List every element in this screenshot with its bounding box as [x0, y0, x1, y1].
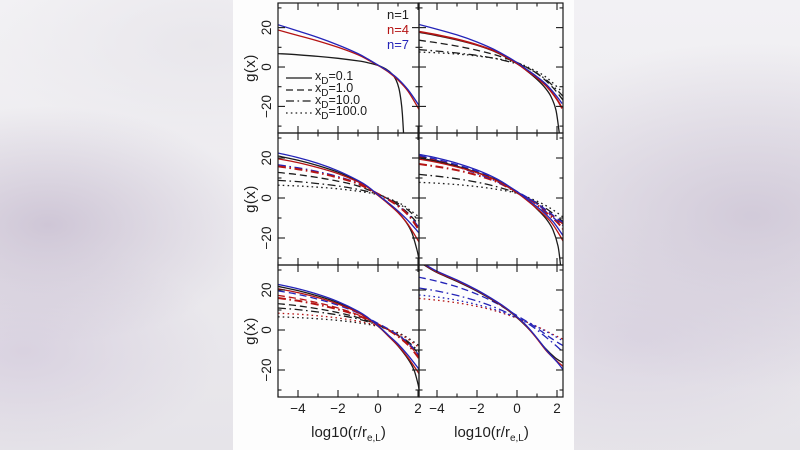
svg-text:−20: −20: [259, 95, 274, 118]
svg-text:0: 0: [259, 63, 274, 71]
x-axis-title: log10(r/re,L): [411, 424, 572, 444]
n-legend-item: n=7: [386, 37, 410, 52]
svg-text:−4: −4: [429, 401, 445, 416]
y-axis-title: g(x): [242, 185, 259, 213]
legend-item: xD=10.0: [286, 92, 367, 111]
svg-text:−2: −2: [469, 401, 484, 416]
svg-text:−20: −20: [259, 359, 274, 382]
n-legend: n=1 n=4 n=7: [372, 7, 424, 52]
n-legend-item: n=1: [386, 7, 410, 22]
x-axis-title-text: log10(r/r: [311, 424, 367, 441]
svg-text:20: 20: [259, 282, 274, 297]
svg-text:0: 0: [259, 194, 274, 202]
legend-item: xD=100.0: [286, 104, 368, 123]
svg-text:2: 2: [414, 401, 422, 416]
svg-text:−2: −2: [330, 401, 345, 416]
svg-text:−20: −20: [259, 227, 274, 250]
svg-text:20: 20: [259, 20, 274, 35]
x-axis-title-text: ): [380, 424, 386, 441]
legend-label: xD=100.0: [315, 104, 368, 123]
legend-line-sample: [286, 112, 312, 114]
legend-line-sample: [286, 89, 312, 91]
legend-label: xD=0.1: [315, 68, 354, 87]
legend-label: xD=10.0: [315, 92, 361, 111]
svg-text:0: 0: [374, 401, 382, 416]
figure-panel: [233, 0, 574, 450]
x-axis-title: log10(r/re,L): [268, 424, 429, 444]
x-axis-title-text: ): [523, 424, 529, 441]
legend-line-sample: [286, 77, 312, 79]
x-axis-title-subscript: e,L: [509, 433, 524, 444]
svg-text:20: 20: [259, 150, 274, 165]
svg-text:0: 0: [259, 326, 274, 334]
x-axis-title-subscript: e,L: [366, 433, 381, 444]
svg-text:2: 2: [553, 401, 561, 416]
legend-line-sample: [286, 100, 312, 103]
n-legend-item: n=4: [386, 22, 410, 37]
svg-text:−4: −4: [290, 401, 306, 416]
x-axis-title-text: log10(r/r: [454, 424, 510, 441]
line-style-legend: xD=0.1 xD=1.0 xD=10.0 xD=100.0: [286, 68, 368, 123]
y-axis-title: g(x): [242, 317, 259, 345]
legend-item: xD=1.0: [286, 80, 367, 99]
legend-item: xD=0.1: [286, 68, 367, 87]
legend-label: xD=1.0: [315, 80, 354, 99]
y-axis-title: g(x): [242, 54, 259, 82]
svg-text:0: 0: [513, 401, 521, 416]
